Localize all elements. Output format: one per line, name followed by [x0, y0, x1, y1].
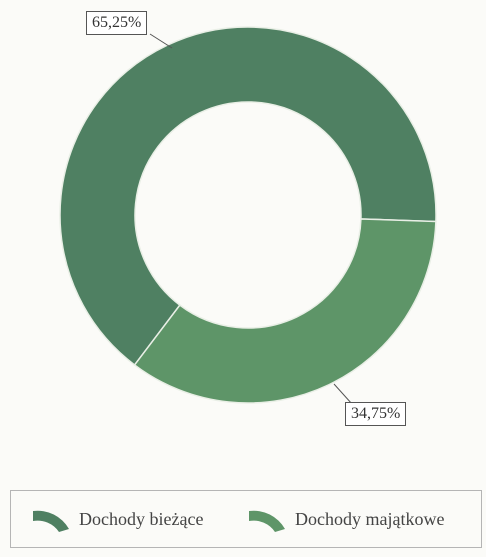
leader-line-dochody-biezace [149, 33, 173, 49]
leader-line-dochody-majatkowe [333, 383, 353, 405]
data-label-dochody-biezace: 65,25% [86, 11, 148, 35]
slice-dochody-majatkowe [133, 218, 437, 404]
data-label-dochody-majatkowe: 34,75% [345, 402, 407, 426]
donut-chart [59, 26, 437, 405]
legend-swatch-dochody-biezace [33, 510, 69, 532]
legend: Dochody bieżące Dochody majątkowe [10, 490, 482, 548]
legend-label-dochody-biezace: Dochody bieżące [79, 508, 204, 529]
slice-dochody-biezace [59, 26, 437, 366]
legend-item-dochody-majatkowe: Dochody majątkowe [247, 505, 444, 533]
legend-item-dochody-biezace: Dochody bieżące [31, 505, 203, 533]
legend-swatch-dochody-majatkowe [249, 510, 285, 532]
legend-label-dochody-majatkowe: Dochody majątkowe [295, 508, 445, 529]
chart-area: 65,25% 34,75% [59, 11, 437, 426]
